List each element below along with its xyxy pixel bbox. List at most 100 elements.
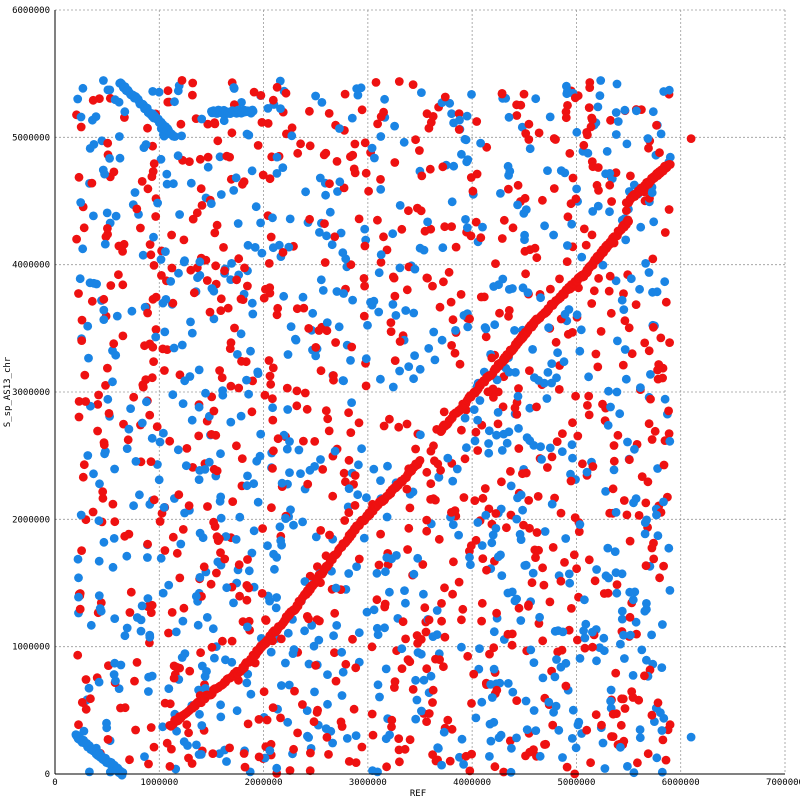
forward-match-point: [332, 157, 342, 166]
reverse-match-point: [507, 587, 517, 597]
reverse-match-point: [304, 659, 314, 669]
reverse-match-point: [195, 528, 205, 538]
forward-match-point: [652, 120, 661, 130]
reverse-match-point: [388, 229, 398, 239]
reverse-match-point: [381, 567, 390, 577]
forward-match-point: [320, 219, 329, 229]
reverse-match-point: [202, 613, 212, 622]
reverse-match-point: [130, 188, 140, 197]
forward-match-point: [182, 720, 192, 730]
reverse-match-point: [143, 553, 152, 562]
reverse-match-point: [477, 541, 487, 550]
reverse-match-point: [279, 291, 289, 301]
forward-match-point: [588, 462, 598, 471]
forward-match-point: [168, 532, 178, 542]
reverse-match-point: [611, 568, 621, 578]
forward-match-point: [502, 523, 511, 533]
forward-match-point: [625, 612, 635, 622]
forward-match-point: [605, 180, 615, 190]
y-tick-label: 4000000: [12, 261, 50, 271]
reverse-match-point: [177, 340, 187, 350]
reverse-match-point: [568, 453, 577, 463]
forward-match-point: [225, 743, 235, 753]
reverse-match-point: [631, 617, 641, 627]
reverse-match-point: [439, 727, 449, 737]
reverse-match-point: [367, 143, 377, 153]
reverse-match-point: [252, 456, 262, 466]
forward-match-point: [146, 457, 156, 466]
forward-match-point: [640, 671, 649, 681]
reverse-match-point: [657, 663, 667, 672]
forward-match-point: [289, 744, 298, 754]
reverse-match-point: [216, 700, 226, 710]
reverse-match-point: [535, 612, 544, 622]
reverse-match-point: [226, 417, 236, 427]
forward-match-point: [448, 315, 458, 325]
forward-match-point: [592, 180, 602, 190]
reverse-match-point: [470, 436, 480, 446]
forward-match-point: [195, 154, 205, 164]
forward-match-point: [408, 80, 418, 89]
forward-match-point: [512, 111, 522, 120]
reverse-match-point: [603, 543, 613, 553]
forward-match-point: [220, 554, 230, 564]
reverse-match-point: [443, 453, 453, 463]
forward-match-point: [290, 686, 299, 696]
forward-match-point: [612, 580, 622, 589]
reverse-match-point: [473, 518, 483, 527]
reverse-match-point: [181, 461, 191, 471]
reverse-match-point: [612, 588, 622, 598]
forward-match-point: [268, 363, 278, 373]
reverse-match-point: [543, 368, 553, 377]
forward-match-point: [465, 766, 475, 776]
forward-match-point: [664, 429, 674, 438]
reverse-match-point: [604, 386, 613, 396]
reverse-match-point: [160, 327, 170, 337]
reverse-match-point: [395, 366, 404, 376]
reverse-match-point: [325, 207, 335, 217]
reverse-match-point: [503, 161, 513, 171]
forward-match-point: [266, 232, 276, 242]
reverse-match-point: [193, 620, 203, 630]
reverse-match-point: [180, 256, 190, 266]
forward-match-point: [93, 426, 102, 436]
forward-match-point: [532, 253, 542, 263]
forward-match-point: [292, 386, 302, 396]
reverse-match-point: [612, 79, 622, 89]
forward-match-point: [325, 179, 334, 189]
forward-match-point: [430, 456, 439, 466]
reverse-match-point: [503, 679, 513, 688]
reverse-match-point: [236, 411, 246, 421]
reverse-match-point: [110, 464, 119, 474]
reverse-match-point: [616, 742, 625, 752]
reverse-match-point: [595, 91, 605, 100]
forward-match-point: [447, 508, 456, 517]
forward-match-point: [227, 128, 237, 138]
reverse-match-point: [296, 469, 305, 478]
reverse-match-point: [285, 437, 294, 446]
forward-match-point: [591, 710, 601, 720]
reverse-match-point: [361, 354, 371, 364]
forward-match-point: [525, 523, 534, 533]
reverse-match-point: [507, 743, 516, 753]
reverse-match-point: [438, 243, 448, 253]
reverse-match-point: [547, 378, 556, 388]
reverse-match-point: [156, 154, 166, 164]
reverse-match-point: [173, 445, 183, 455]
forward-match-point: [302, 404, 312, 414]
reverse-match-point: [629, 498, 638, 508]
forward-match-point: [285, 766, 295, 775]
reverse-match-point: [242, 481, 252, 491]
forward-match-point: [309, 717, 319, 727]
forward-match-point: [593, 362, 603, 372]
reverse-match-point: [169, 343, 179, 353]
forward-match-point: [125, 608, 135, 617]
reverse-match-point: [467, 90, 476, 99]
forward-match-point: [394, 734, 404, 743]
reverse-match-point: [242, 129, 252, 139]
reverse-match-point: [448, 520, 458, 530]
reverse-match-point: [599, 633, 609, 643]
x-tick-label: 6000000: [662, 778, 700, 788]
forward-match-point: [660, 228, 670, 237]
reverse-match-point: [337, 647, 347, 657]
